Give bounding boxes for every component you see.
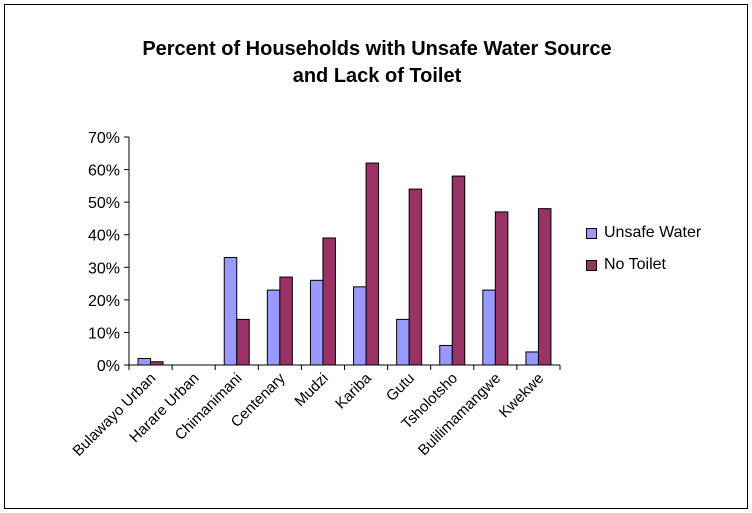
y-tick-label: 40% xyxy=(88,228,120,245)
bar-no-toilet xyxy=(322,237,336,366)
legend-item-no-toilet: No Toilet xyxy=(586,249,748,281)
chart-legend: Unsafe Water No Toilet xyxy=(586,217,748,281)
y-tick-label: 20% xyxy=(88,293,120,310)
y-tick-label: 60% xyxy=(88,163,120,180)
x-tick-label: Gutu xyxy=(383,370,418,405)
legend-label-unsafe-water: Unsafe Water xyxy=(604,224,702,241)
bar-no-toilet xyxy=(451,175,466,366)
bar-unsafe-water xyxy=(439,344,453,366)
bar-unsafe-water xyxy=(137,357,152,366)
y-tick-label: 10% xyxy=(88,325,120,342)
bar-no-toilet xyxy=(150,361,164,366)
legend-swatch-no-toilet xyxy=(586,259,597,271)
chart-frame: Percent of Households with Unsafe Water … xyxy=(4,4,748,509)
legend-swatch-unsafe-water xyxy=(586,227,597,239)
bar-unsafe-water xyxy=(525,351,539,366)
x-tick-label: Mudzi xyxy=(291,370,331,410)
bar-no-toilet xyxy=(279,276,293,366)
bar-no-toilet xyxy=(494,211,509,366)
y-tick-label: 50% xyxy=(88,195,120,212)
bar-no-toilet xyxy=(537,208,552,366)
bar-no-toilet xyxy=(365,162,380,366)
legend-item-unsafe-water: Unsafe Water xyxy=(586,217,748,249)
y-tick-label: 30% xyxy=(88,260,120,277)
legend-label-no-toilet: No Toilet xyxy=(604,256,666,273)
chart-plot: 0%10%20%30%40%50%60%70%Bulawayo UrbanHar… xyxy=(70,130,561,460)
bar-unsafe-water xyxy=(223,257,238,366)
chart-title-line-1: Percent of Households with Unsafe Water … xyxy=(142,38,612,60)
x-tick-label: Kariba xyxy=(332,369,375,412)
bar-unsafe-water xyxy=(266,289,281,366)
y-tick-label: 0% xyxy=(97,358,120,375)
bar-no-toilet xyxy=(236,318,250,366)
bar-no-toilet xyxy=(408,188,423,366)
chart-title-line-2: and Lack of Toilet xyxy=(292,65,462,87)
y-tick-label: 70% xyxy=(88,130,120,147)
bar-unsafe-water xyxy=(396,318,410,366)
bar-unsafe-water xyxy=(482,289,496,366)
bar-unsafe-water xyxy=(353,286,367,366)
bar-unsafe-water xyxy=(309,279,324,366)
x-tick-label: Kwekwe xyxy=(496,370,548,422)
